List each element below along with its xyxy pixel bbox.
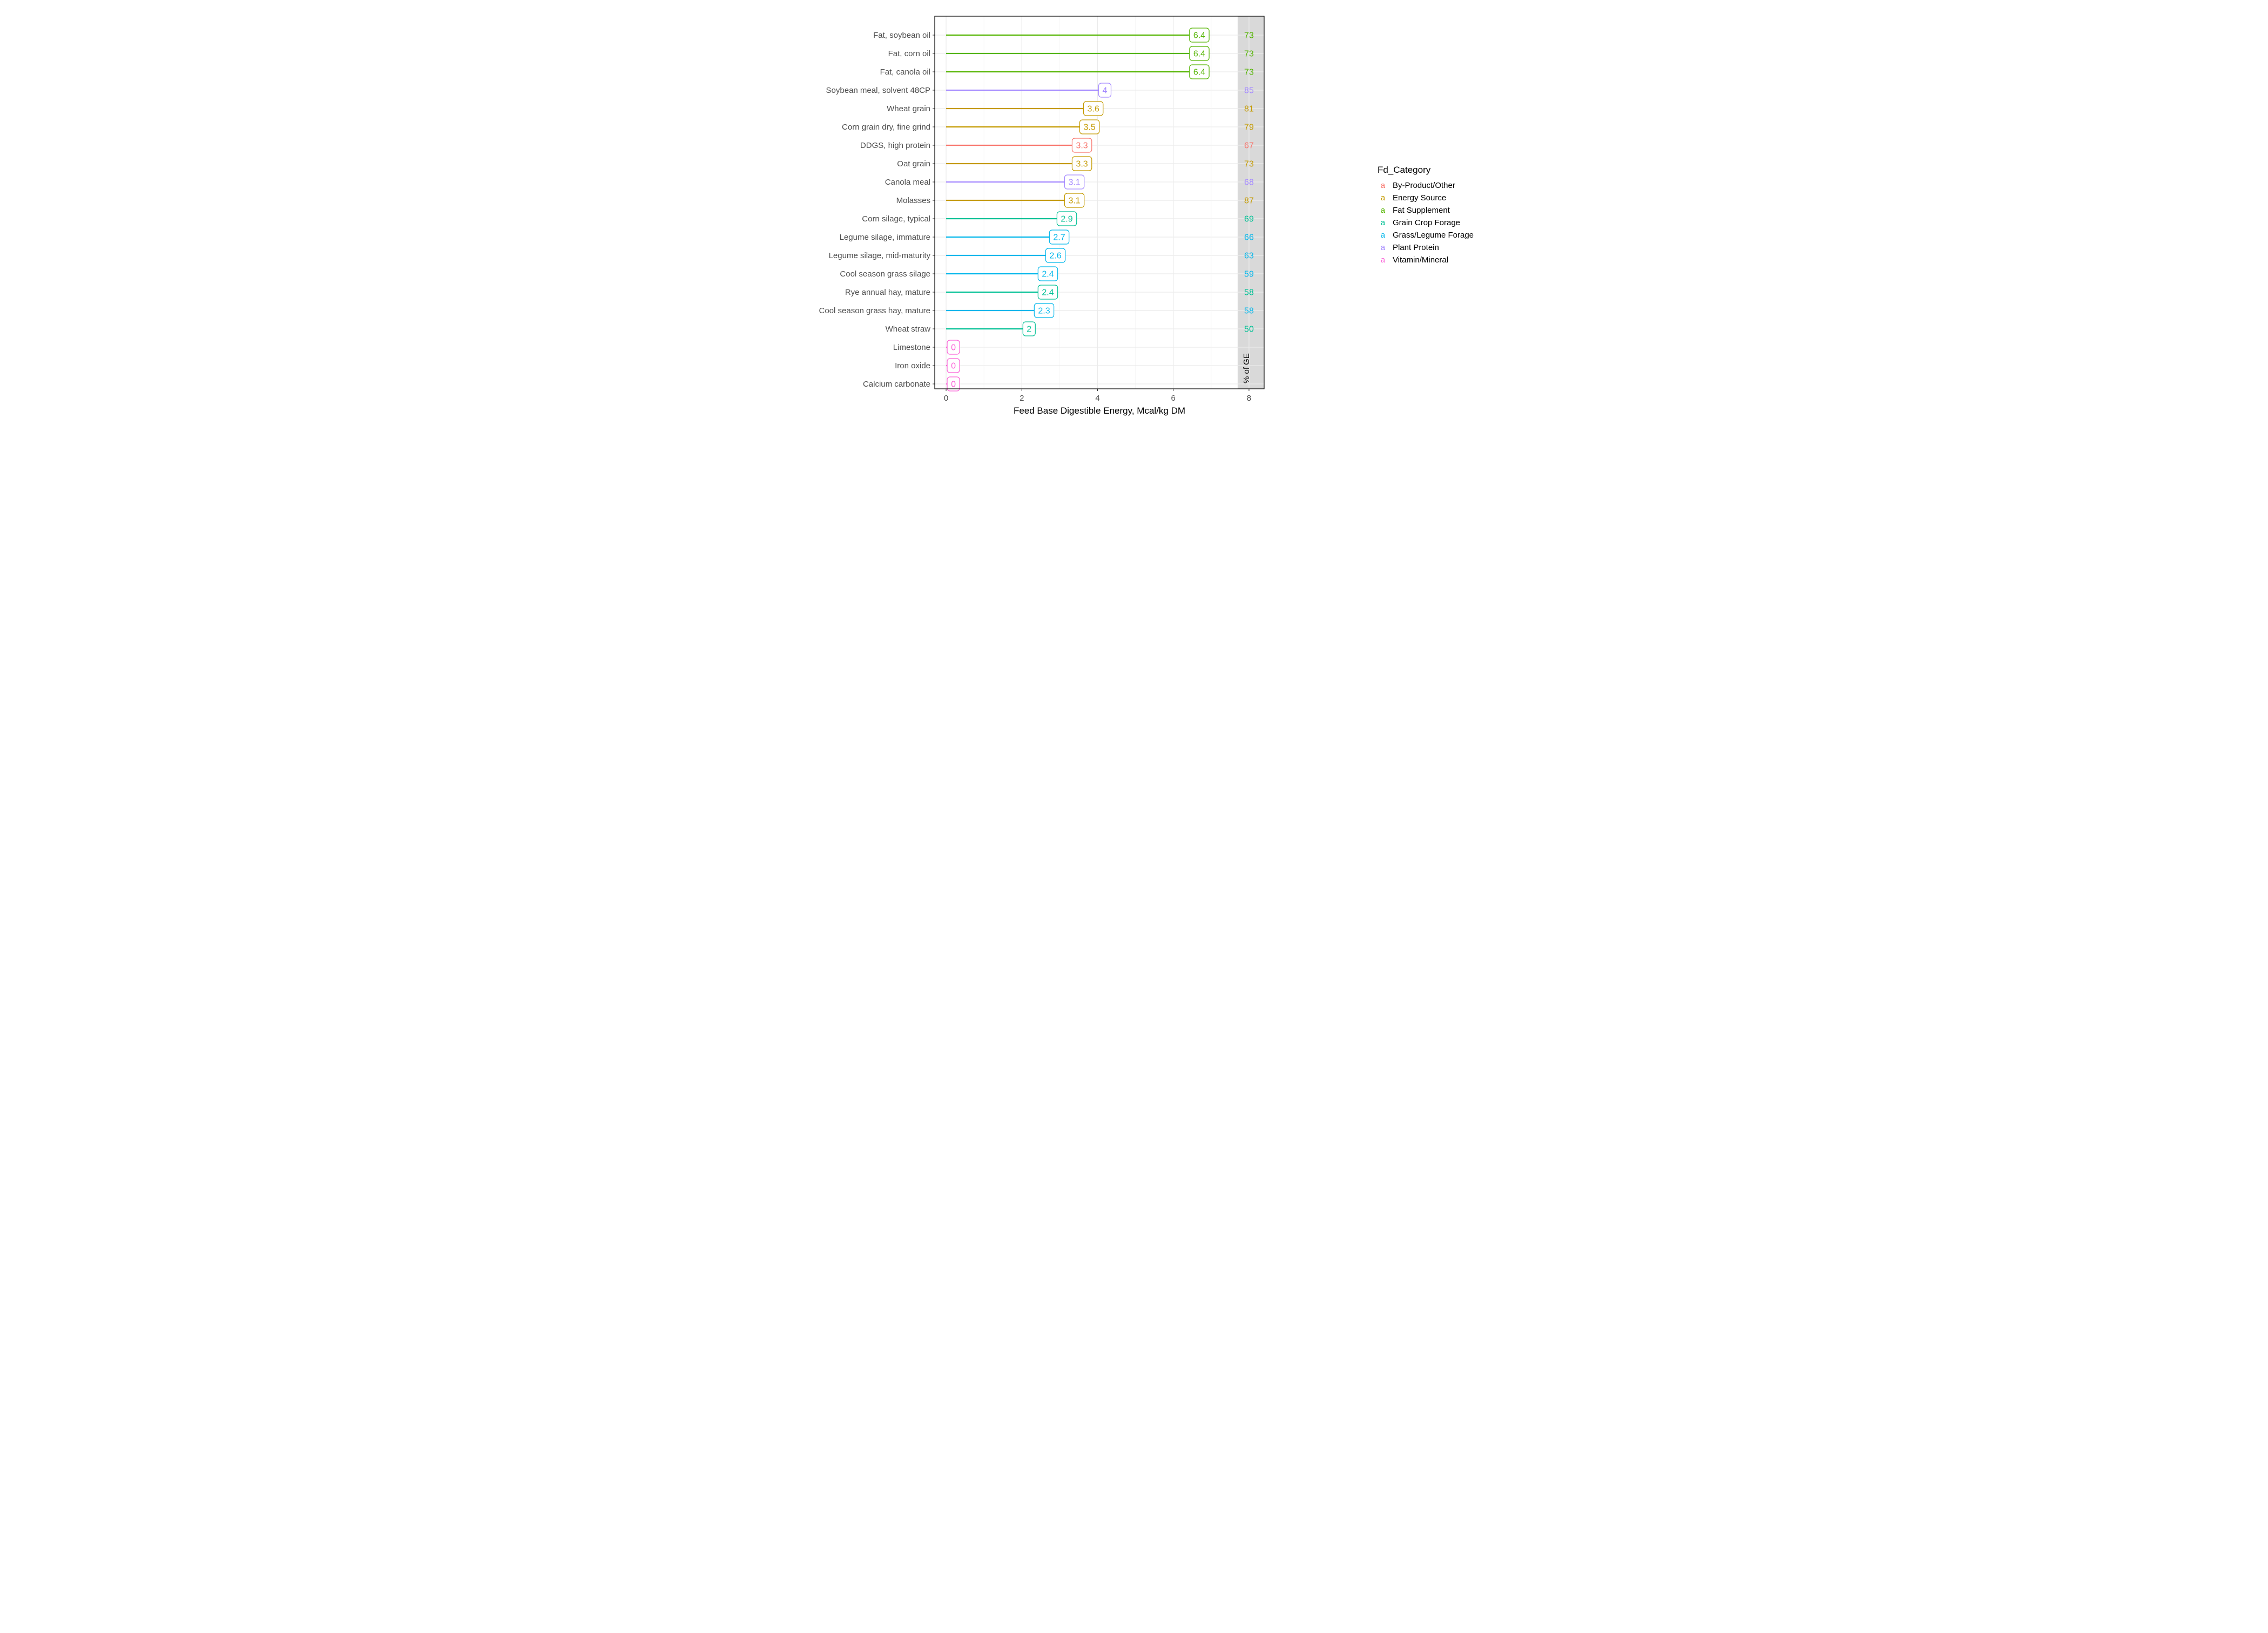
row-label: Corn silage, typical <box>862 214 930 224</box>
legend-item: a Plant Protein <box>1378 243 1474 252</box>
legend-item: a Grain Crop Forage <box>1378 218 1474 227</box>
legend-label: By-Product/Other <box>1393 181 1455 190</box>
legend-swatch: a <box>1378 243 1388 252</box>
row-label: Fat, soybean oil <box>873 31 930 40</box>
value-label: 0 <box>951 343 956 353</box>
value-label: 0 <box>951 362 956 371</box>
legend-label: Energy Source <box>1393 193 1446 203</box>
row-label: Molasses <box>896 196 930 205</box>
value-label: 3.3 <box>1076 141 1088 151</box>
value-label: 3.1 <box>1068 178 1080 187</box>
legend-swatch: a <box>1378 206 1388 215</box>
legend-label: Grain Crop Forage <box>1393 218 1460 227</box>
value-label: 6.4 <box>1193 31 1205 41</box>
row-label: Canola meal <box>885 178 930 187</box>
legend-swatch: a <box>1378 231 1388 240</box>
value-label: 3.3 <box>1076 160 1088 169</box>
value-label: 2 <box>1027 325 1031 334</box>
x-tick-label: 6 <box>1171 394 1176 403</box>
value-label: 2.4 <box>1042 270 1054 279</box>
row-label: Limestone <box>893 343 930 352</box>
plot-area: 6.4 73 Fat, soybean oil 6.4 73 Fat, corn oil 6… <box>794 11 1361 422</box>
x-axis-title: Feed Base Digestible Energy, Mcal/kg DM <box>1014 406 1185 416</box>
legend-items: a By-Product/Other a Energy Source a Fat Supp… <box>1378 181 1474 265</box>
row-label: Fat, corn oil <box>888 49 930 58</box>
row-label: Calcium carbonate <box>863 380 930 389</box>
value-label: 4 <box>1102 86 1107 96</box>
x-tick-label: 8 <box>1247 394 1251 403</box>
row-label: Cool season grass silage <box>840 269 930 279</box>
value-label: 2.9 <box>1061 215 1072 224</box>
legend-label: Vitamin/Mineral <box>1393 255 1448 265</box>
legend-item: a By-Product/Other <box>1378 181 1474 190</box>
legend: Fd_Category a By-Product/Other a Energy Sou… <box>1378 165 1474 268</box>
chart-svg: 6.4 73 Fat, soybean oil 6.4 73 Fat, corn oil 6… <box>794 11 1361 419</box>
row-label: Soybean meal, solvent 48CP <box>826 86 930 95</box>
legend-title: Fd_Category <box>1378 165 1474 176</box>
legend-item: a Fat Supplement <box>1378 206 1474 215</box>
pct-label: 68 <box>1244 178 1254 187</box>
pct-label: 66 <box>1244 233 1254 242</box>
legend-swatch: a <box>1378 255 1388 265</box>
pct-label: 58 <box>1244 307 1254 316</box>
value-label: 0 <box>951 380 956 389</box>
pct-label: 73 <box>1244 31 1254 41</box>
row-label: Oat grain <box>897 159 930 168</box>
row-label: Cool season grass hay, mature <box>819 306 930 315</box>
row-label: Legume silage, mid-maturity <box>829 251 931 260</box>
pct-label: 73 <box>1244 68 1254 77</box>
row-label: Wheat grain <box>887 104 930 113</box>
row-label: Fat, canola oil <box>880 68 930 77</box>
value-label: 6.4 <box>1193 68 1205 77</box>
pct-label: 67 <box>1244 141 1254 151</box>
legend-item: a Vitamin/Mineral <box>1378 255 1474 265</box>
row-label: DDGS, high protein <box>860 141 930 150</box>
pct-label: 73 <box>1244 50 1254 59</box>
row-label: Legume silage, immature <box>840 233 930 242</box>
row-label: Iron oxide <box>895 361 930 370</box>
value-label: 2.3 <box>1038 307 1050 316</box>
pct-label: 87 <box>1244 197 1254 206</box>
legend-label: Grass/Legume Forage <box>1393 231 1474 240</box>
legend-swatch: a <box>1378 218 1388 227</box>
pct-of-ge-label: % of GE <box>1242 353 1251 383</box>
x-tick-label: 4 <box>1095 394 1099 403</box>
pct-label: 73 <box>1244 160 1254 169</box>
row-label: Corn grain dry, fine grind <box>842 123 930 132</box>
value-label: 3.5 <box>1083 123 1095 132</box>
legend-label: Fat Supplement <box>1393 206 1450 215</box>
x-tick-label: 2 <box>1020 394 1024 403</box>
pct-label: 50 <box>1244 325 1254 334</box>
value-label: 2.4 <box>1042 288 1054 298</box>
pct-label: 63 <box>1244 252 1254 261</box>
pct-label: 85 <box>1244 86 1254 96</box>
value-label: 3.1 <box>1068 197 1080 206</box>
row-label: Rye annual hay, mature <box>845 288 930 297</box>
value-label: 3.6 <box>1087 105 1099 114</box>
legend-item: a Grass/Legume Forage <box>1378 231 1474 240</box>
row-label: Wheat straw <box>886 325 931 334</box>
pct-label: 79 <box>1244 123 1254 132</box>
value-label: 2.7 <box>1053 233 1065 242</box>
value-label: 6.4 <box>1193 50 1205 59</box>
pct-label: 58 <box>1244 288 1254 298</box>
pct-label: 81 <box>1244 105 1254 114</box>
pct-label: 69 <box>1244 215 1254 224</box>
legend-label: Plant Protein <box>1393 243 1439 252</box>
legend-swatch: a <box>1378 181 1388 190</box>
chart-container: 6.4 73 Fat, soybean oil 6.4 73 Fat, corn oil 6… <box>794 11 1474 422</box>
value-label: 2.6 <box>1049 252 1061 261</box>
x-tick-label: 0 <box>944 394 948 403</box>
legend-swatch: a <box>1378 193 1388 203</box>
pct-label: 59 <box>1244 270 1254 279</box>
legend-item: a Energy Source <box>1378 193 1474 203</box>
